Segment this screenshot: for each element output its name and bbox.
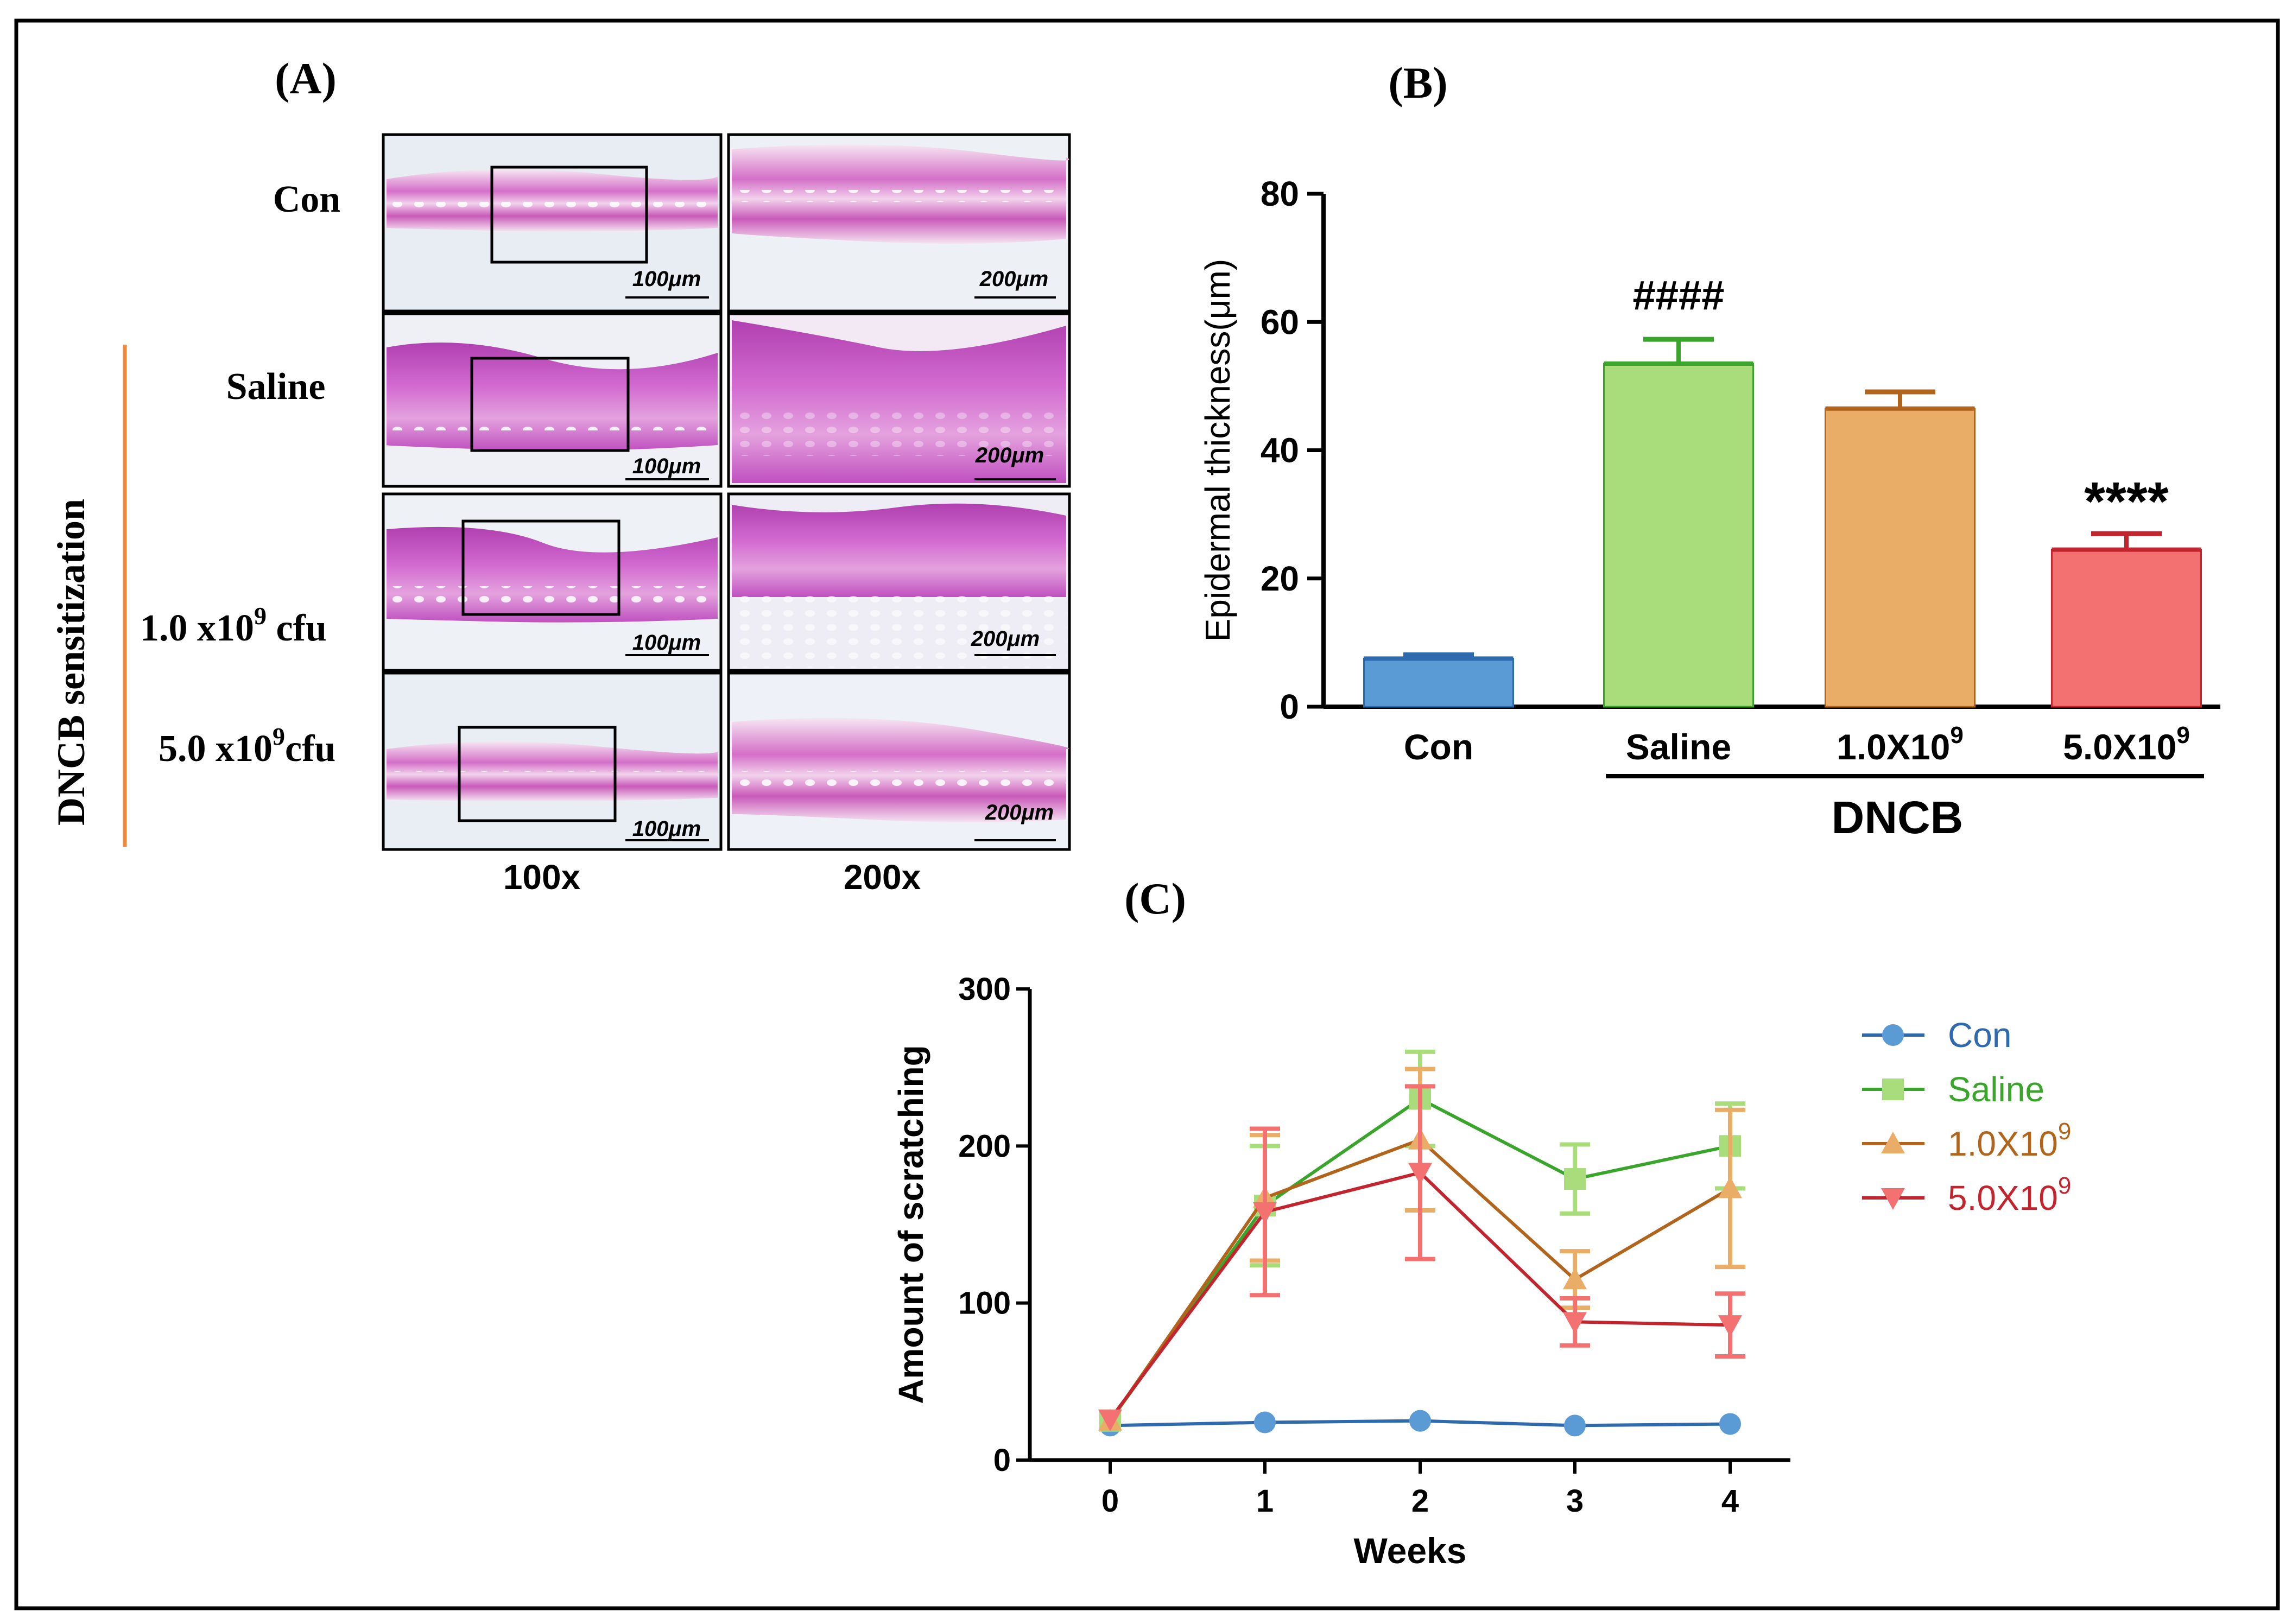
scale-bar-label: 100μm xyxy=(632,817,701,841)
y-tick-label: 300 xyxy=(958,972,1011,1007)
data-point xyxy=(1718,1315,1742,1337)
data-point xyxy=(1718,1176,1742,1198)
zoom-box xyxy=(461,519,621,616)
data-point xyxy=(1564,1414,1586,1437)
data-point xyxy=(1882,1079,1904,1100)
legend-label: Con xyxy=(1948,1016,2011,1055)
scale-bar-label: 200μm xyxy=(971,627,1040,651)
row-label-1e9: 1.0 x109 cfu xyxy=(140,602,327,649)
significance-label: **** xyxy=(2084,471,2169,532)
zoom-box xyxy=(490,166,648,264)
histology-image-con-100x xyxy=(382,133,723,313)
histology-image-con-200x xyxy=(727,133,1071,313)
y-tick-label: 200 xyxy=(958,1128,1011,1164)
data-point xyxy=(1881,1188,1905,1210)
x-tick-label: Saline xyxy=(1626,727,1731,767)
data-point xyxy=(1564,1168,1586,1190)
x-tick-label: Con xyxy=(1404,727,1473,767)
y-tick-label: 0 xyxy=(1280,687,1299,726)
row-label-5e9: 5.0 x109cfu xyxy=(159,722,335,770)
data-point xyxy=(1719,1413,1741,1435)
legend-label: 1.0X109 xyxy=(1948,1118,2071,1163)
scale-bar-label: 200μm xyxy=(975,443,1044,467)
row-label-con: Con xyxy=(273,179,340,220)
legend: Con Saline 1.0X109 5.0X109 xyxy=(1862,1016,2071,1217)
scale-bar-label: 100μm xyxy=(632,267,701,291)
zoom-box xyxy=(458,726,617,822)
data-point xyxy=(1881,1132,1905,1153)
y-axis-label: Amount of scratching xyxy=(891,1045,930,1404)
scale-bars: 100μm 200μm 100μm 200μm 100μm 200μm 100μ… xyxy=(625,267,1056,841)
x-tick-label: 1 xyxy=(1256,1483,1274,1519)
x-axis-label: Weeks xyxy=(1354,1531,1467,1571)
x-tick-label: 0 xyxy=(1101,1483,1119,1519)
data-point xyxy=(1254,1411,1276,1433)
y-axis-label: Epidermal thickness(μm) xyxy=(1198,259,1237,642)
y-tick-label: 20 xyxy=(1261,559,1299,598)
y-tick-label: 0 xyxy=(993,1443,1011,1478)
series-5-0x10 xyxy=(1098,1084,1745,1431)
bar xyxy=(2051,549,2202,708)
histology-image-1e9-100x xyxy=(382,492,723,672)
histology-image-5e9-100x xyxy=(382,671,723,851)
col-label-200x: 200x xyxy=(844,858,921,897)
histology-image-5e9-200x xyxy=(727,671,1071,851)
bar xyxy=(1363,657,1514,708)
histology-image-1e9-200x xyxy=(727,492,1071,672)
data-point xyxy=(1563,1312,1587,1334)
data-point xyxy=(1408,1163,1432,1185)
histology-image-saline-100x xyxy=(382,312,723,488)
bar xyxy=(1603,363,1754,708)
data-point xyxy=(1563,1267,1587,1290)
scale-bar-label: 200μm xyxy=(979,267,1048,291)
x-tick-label: 2 xyxy=(1411,1483,1429,1519)
x-tick-label: 3 xyxy=(1566,1483,1584,1519)
scale-bar-label: 100μm xyxy=(632,631,701,655)
y-tick-label: 100 xyxy=(958,1286,1011,1321)
y-tick-label: 80 xyxy=(1261,174,1299,213)
legend-label: Saline xyxy=(1948,1070,2044,1109)
x-tick-label: 1.0X109 xyxy=(1837,722,1964,767)
bar xyxy=(1825,408,1976,708)
histology-image-saline-200x xyxy=(727,312,1071,488)
panel-c-label: (C) xyxy=(1124,874,1186,923)
series-con xyxy=(1099,1410,1741,1437)
scale-bar-label: 100μm xyxy=(632,454,701,478)
legend-label: 5.0X109 xyxy=(1948,1172,2071,1217)
y-tick-label: 40 xyxy=(1261,431,1299,470)
dncb-sensitization-label: DNCB sensitization xyxy=(49,499,93,826)
scratching-line-chart: 0 100 200 300 0 1 2 3 4 Weeks Amount of scratching… xyxy=(891,972,2071,1571)
zoom-box xyxy=(470,357,630,452)
significance-label: #### xyxy=(1632,272,1724,319)
data-point xyxy=(1409,1410,1431,1432)
col-label-100x: 100x xyxy=(503,858,581,897)
dncb-group-label: DNCB xyxy=(1832,792,1964,843)
data-point xyxy=(1882,1024,1904,1046)
x-tick-label: 4 xyxy=(1721,1483,1739,1519)
data-point xyxy=(1098,1409,1122,1431)
y-tick-label: 60 xyxy=(1261,302,1299,341)
panel-b-label: (B) xyxy=(1388,58,1447,107)
panel-a-label: (A) xyxy=(275,54,337,103)
data-point xyxy=(1253,1202,1277,1224)
x-tick-label: 5.0X109 xyxy=(2063,722,2190,767)
scale-bar-label: 200μm xyxy=(985,801,1054,824)
epidermal-thickness-bar-chart: 0 20 40 60 80 Epidermal thickness(μm) Con #### S… xyxy=(1198,174,2220,843)
row-label-saline: Saline xyxy=(226,366,326,408)
